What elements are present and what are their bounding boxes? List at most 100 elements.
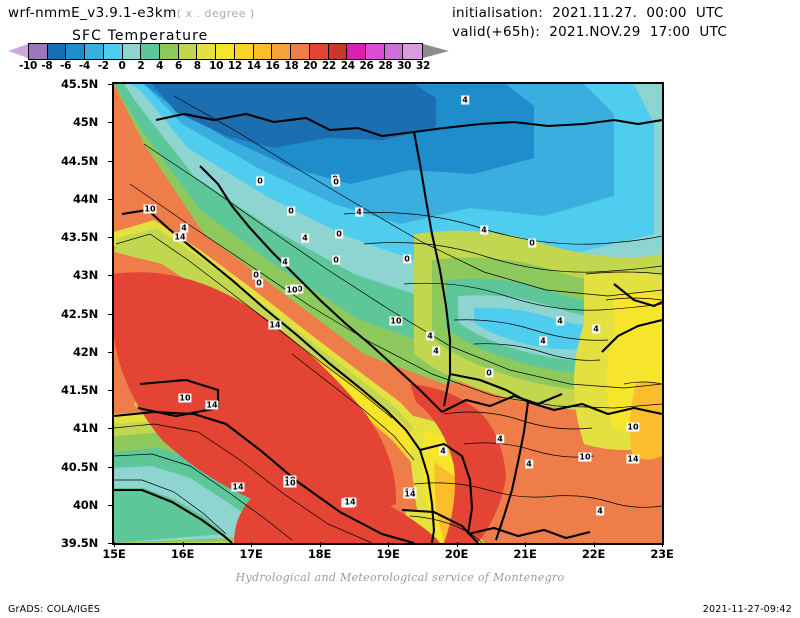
contour-label: 0 (255, 278, 263, 288)
contour-label: 4 (432, 346, 440, 356)
colorbar-tick-label: 14 (246, 60, 261, 72)
longitude-label: 21E (513, 547, 537, 561)
latitude-tick (108, 466, 113, 468)
colorbar-tick-label: -8 (41, 60, 53, 72)
contour-label: 4 (281, 257, 289, 267)
latitude-label: 39.5N (61, 536, 98, 550)
colorbar-swatch (29, 44, 48, 59)
colorbar-tick-label: 30 (397, 60, 412, 72)
latitude-tick (108, 275, 113, 277)
contour-label: 4 (539, 336, 547, 346)
colorbar-swatch (178, 44, 198, 59)
longitude-tick (114, 542, 115, 547)
latitude-label: 45N (72, 115, 98, 130)
contour-label: 0 (485, 368, 493, 378)
generation-timestamp: 2021-11-27-09:42 (702, 604, 792, 615)
colorbar-swatch (272, 44, 292, 59)
longitude-tick (593, 542, 595, 547)
colorbar-tick-label: 32 (415, 60, 431, 72)
contour-label: 14 (343, 497, 357, 507)
contour-label: 4 (355, 207, 363, 217)
longitude-label: 17E (239, 547, 263, 561)
colorbar-tick-label: -2 (97, 60, 109, 72)
colorbar-swatch (309, 44, 329, 59)
colorbar-tick-label: 26 (359, 60, 374, 72)
longitude-tick (525, 542, 526, 547)
latitude-tick (108, 390, 113, 391)
latitude-label: 44N (72, 191, 98, 206)
colorbar-tick-label: -6 (60, 60, 72, 72)
colorbar-tick-label: 0 (118, 60, 126, 72)
contour-label: 0 (287, 206, 295, 216)
colorbar-swatches (28, 43, 423, 60)
contour-label: 4 (426, 331, 434, 341)
colorbar-swatch (216, 44, 235, 59)
colorbar-swatch (122, 44, 142, 59)
colorbar-tick-label: 12 (227, 60, 242, 72)
latitude-label: 43N (72, 268, 98, 283)
longitude-label: 16E (170, 547, 195, 561)
latitude-tick (108, 237, 113, 238)
contour-label: 14 (403, 489, 417, 499)
longitude-label: 23E (650, 547, 674, 561)
contour-label: 4 (180, 223, 188, 233)
latitude-label: 44.5N (61, 153, 98, 168)
latitude-tick (108, 198, 113, 200)
model-units-text: ( x . degree ) (176, 7, 255, 20)
colorbar-swatch (85, 44, 104, 59)
latitude-tick (108, 428, 113, 430)
latitude-label: 45.5N (61, 77, 98, 91)
latitude-label: 41N (72, 421, 98, 436)
contour-label: 4 (480, 225, 488, 235)
service-credit: Hydrological and Meteorological service … (235, 571, 565, 584)
longitude-axis: 15E 16E 17E 18E 19E 20E 21E 22E 23E (102, 542, 674, 563)
longitude-tick (456, 542, 458, 547)
latitude-tick (108, 122, 113, 124)
colorbar-swatch (365, 44, 385, 59)
contour-label: 10 (578, 452, 592, 462)
colorbar-min-cap-icon (8, 44, 28, 58)
colorbar-swatch (234, 44, 254, 59)
longitude-tick (182, 542, 184, 547)
colorbar-tick-labels: -10 -8 -6 -4 -2 0 2 4 6 8 10 12 14 16 18 20 22 24 26 28 30 32 (6, 60, 466, 73)
contour-label: 10 (283, 478, 297, 488)
longitude-tick (388, 542, 389, 547)
contour-label: 14 (626, 454, 640, 464)
contour-label: 4 (496, 434, 504, 444)
colorbar-tick-label: 6 (174, 60, 182, 72)
contour-label: 4 (556, 316, 564, 326)
model-title: wrf-nmmE_v3.9.1-e3km( x . degree ) (8, 5, 255, 21)
initialisation-time: initialisation: 2021.11.27. 00:00 UTC (452, 5, 724, 21)
contour-label: 0 (256, 176, 264, 186)
colorbar-tick-label: 4 (156, 60, 164, 72)
latitude-label: 43.5N (61, 230, 98, 244)
contour-label: 0 (332, 255, 340, 265)
colorbar-tick-label: 2 (137, 60, 145, 72)
colorbar-swatch (384, 44, 404, 59)
contour-label: 4 (461, 95, 469, 105)
longitude-tick (662, 542, 663, 547)
colorbar-tick-label: 22 (321, 60, 336, 72)
longitude-label: 15E (102, 547, 126, 561)
contour-label: 0 (528, 238, 536, 248)
contour-label: 10 (178, 393, 192, 403)
longitude-tick (251, 542, 252, 547)
colorbar-swatch (197, 44, 217, 59)
colorbar-swatch (47, 44, 67, 59)
colorbar-swatch (291, 44, 310, 59)
latitude-tick (108, 160, 113, 162)
colorbar-swatch (103, 44, 123, 59)
colorbar-swatch (141, 44, 161, 59)
latitude-tick (108, 504, 113, 506)
model-title-text: wrf-nmmE_v3.9.1-e3km (8, 5, 177, 21)
latitude-tick (108, 351, 113, 353)
longitude-tick (319, 542, 321, 547)
colorbar: -10 -8 -6 -4 -2 0 2 4 6 8 10 12 14 16 18 20 22 24 26 28 30 32 (6, 43, 466, 73)
map-plot-area[interactable]: 4000044000410400404410141014104044101444… (112, 82, 664, 545)
contour-label: 0 (332, 177, 340, 187)
contour-label: 10 (285, 285, 299, 295)
contour-label: 4 (439, 446, 447, 456)
colorbar-tick-label: 24 (340, 60, 355, 72)
contour-label: 10 (626, 422, 640, 432)
latitude-label: 41.5N (61, 383, 98, 397)
